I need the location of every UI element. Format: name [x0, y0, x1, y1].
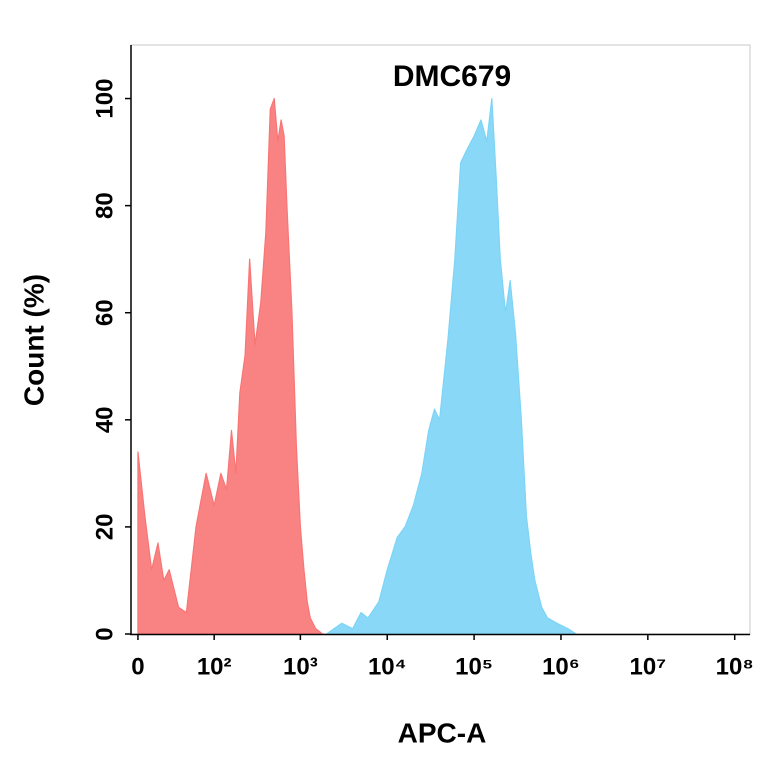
x-tick-label: 10⁶ [542, 653, 580, 680]
y-tick-label: 0 [91, 627, 118, 640]
histogram-area [325, 97, 577, 635]
x-tick-label: 10⁸ [716, 653, 754, 680]
y-axis-label: Count (%) [18, 274, 49, 406]
y-tick-label: 20 [91, 514, 118, 541]
x-tick-label: 10⁵ [455, 653, 493, 680]
x-tick-label: 10⁷ [630, 653, 667, 680]
x-tick-label: 10² [197, 653, 232, 680]
x-tick-label: 0 [131, 653, 144, 680]
y-tick-label: 80 [91, 192, 118, 219]
x-tick-label: 10⁴ [368, 653, 407, 680]
y-tick-label: 60 [91, 299, 118, 326]
y-tick-label: 40 [91, 406, 118, 433]
histogram-area [137, 97, 324, 635]
chart-title: DMC679 [393, 60, 511, 93]
plot-area [137, 97, 577, 635]
x-tick-label: 10³ [283, 653, 318, 680]
x-axis-label: APC-A [398, 717, 487, 748]
y-tick-label: 100 [91, 79, 118, 119]
